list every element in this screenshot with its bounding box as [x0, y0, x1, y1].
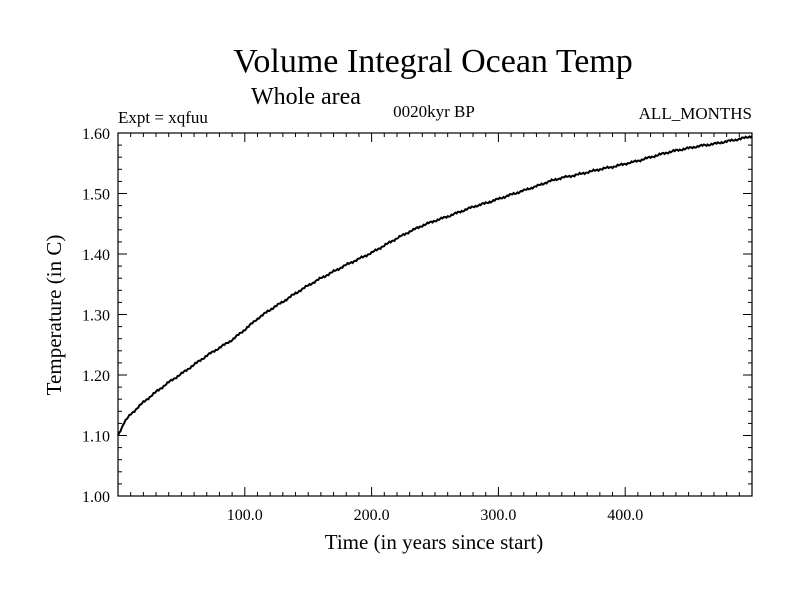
x-axis-label: Time (in years since start): [325, 530, 544, 554]
y-tick-label: 1.50: [82, 187, 110, 204]
x-tick-label: 300.0: [480, 507, 516, 524]
months-label: ALL_MONTHS: [639, 104, 752, 123]
y-axis-label: Temperature (in C): [42, 235, 66, 396]
y-axis-ticks: 1.00 1.10 1.20 1.30 1.40 1.50 1.60: [82, 126, 752, 506]
y-tick-label: 1.40: [82, 247, 110, 264]
y-tick-label: 1.00: [82, 489, 110, 506]
y-tick-label: 1.20: [82, 368, 110, 385]
x-tick-label: 400.0: [607, 507, 643, 524]
plot-frame: [117, 132, 753, 497]
experiment-label: Expt = xqfuu: [118, 108, 208, 127]
chart-title: Volume Integral Ocean Temp: [233, 43, 633, 80]
x-tick-label: 100.0: [227, 507, 263, 524]
series-line: [117, 135, 753, 436]
period-label: 0020kyr BP: [393, 102, 475, 121]
x-tick-label: 200.0: [354, 507, 390, 524]
x-axis-ticks: 100.0 200.0 300.0 400.0: [130, 133, 740, 524]
y-tick-label: 1.60: [82, 126, 110, 143]
y-tick-label: 1.10: [82, 429, 110, 446]
chart-subtitle: Whole area: [251, 84, 361, 110]
y-tick-label: 1.30: [82, 308, 110, 325]
